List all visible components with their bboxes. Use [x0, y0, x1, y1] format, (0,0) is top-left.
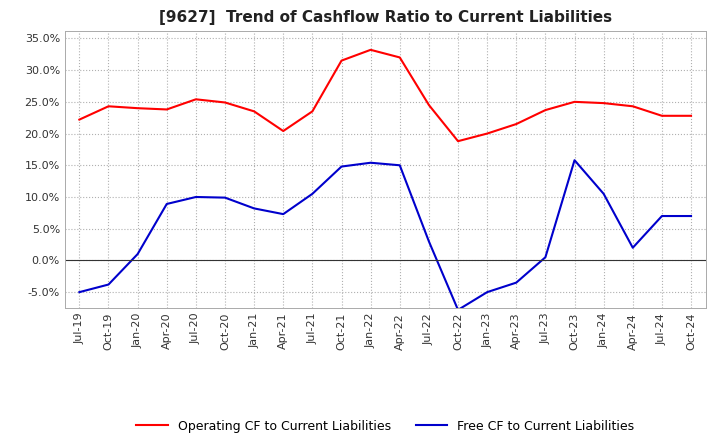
Operating CF to Current Liabilities — [308, 109, 317, 114]
Free CF to Current Liabilities — [192, 194, 200, 200]
Title: [9627]  Trend of Cashflow Ratio to Current Liabilities: [9627] Trend of Cashflow Ratio to Curren… — [158, 11, 612, 26]
Operating CF to Current Liabilities — [366, 47, 375, 52]
Operating CF to Current Liabilities — [512, 121, 521, 127]
Free CF to Current Liabilities — [687, 213, 696, 219]
Free CF to Current Liabilities — [483, 290, 492, 295]
Free CF to Current Liabilities — [279, 212, 287, 217]
Free CF to Current Liabilities — [366, 160, 375, 165]
Free CF to Current Liabilities — [75, 290, 84, 295]
Operating CF to Current Liabilities — [250, 109, 258, 114]
Line: Operating CF to Current Liabilities: Operating CF to Current Liabilities — [79, 50, 691, 141]
Free CF to Current Liabilities — [133, 251, 142, 257]
Free CF to Current Liabilities — [454, 307, 462, 312]
Free CF to Current Liabilities — [220, 195, 229, 200]
Operating CF to Current Liabilities — [570, 99, 579, 104]
Free CF to Current Liabilities — [541, 255, 550, 260]
Operating CF to Current Liabilities — [75, 117, 84, 122]
Free CF to Current Liabilities — [104, 282, 113, 287]
Operating CF to Current Liabilities — [192, 97, 200, 102]
Operating CF to Current Liabilities — [629, 104, 637, 109]
Operating CF to Current Liabilities — [483, 131, 492, 136]
Line: Free CF to Current Liabilities: Free CF to Current Liabilities — [79, 160, 691, 310]
Operating CF to Current Liabilities — [133, 106, 142, 111]
Operating CF to Current Liabilities — [541, 107, 550, 113]
Operating CF to Current Liabilities — [279, 128, 287, 134]
Legend: Operating CF to Current Liabilities, Free CF to Current Liabilities: Operating CF to Current Liabilities, Fre… — [136, 420, 634, 433]
Free CF to Current Liabilities — [308, 191, 317, 197]
Free CF to Current Liabilities — [425, 239, 433, 244]
Free CF to Current Liabilities — [629, 245, 637, 250]
Operating CF to Current Liabilities — [687, 113, 696, 118]
Free CF to Current Liabilities — [337, 164, 346, 169]
Free CF to Current Liabilities — [657, 213, 666, 219]
Operating CF to Current Liabilities — [104, 104, 113, 109]
Operating CF to Current Liabilities — [337, 58, 346, 63]
Free CF to Current Liabilities — [570, 158, 579, 163]
Operating CF to Current Liabilities — [454, 139, 462, 144]
Free CF to Current Liabilities — [599, 191, 608, 197]
Operating CF to Current Liabilities — [657, 113, 666, 118]
Free CF to Current Liabilities — [250, 206, 258, 211]
Operating CF to Current Liabilities — [425, 103, 433, 108]
Operating CF to Current Liabilities — [220, 100, 229, 105]
Free CF to Current Liabilities — [395, 163, 404, 168]
Operating CF to Current Liabilities — [395, 55, 404, 60]
Operating CF to Current Liabilities — [599, 100, 608, 106]
Operating CF to Current Liabilities — [163, 107, 171, 112]
Free CF to Current Liabilities — [512, 280, 521, 285]
Free CF to Current Liabilities — [163, 202, 171, 207]
